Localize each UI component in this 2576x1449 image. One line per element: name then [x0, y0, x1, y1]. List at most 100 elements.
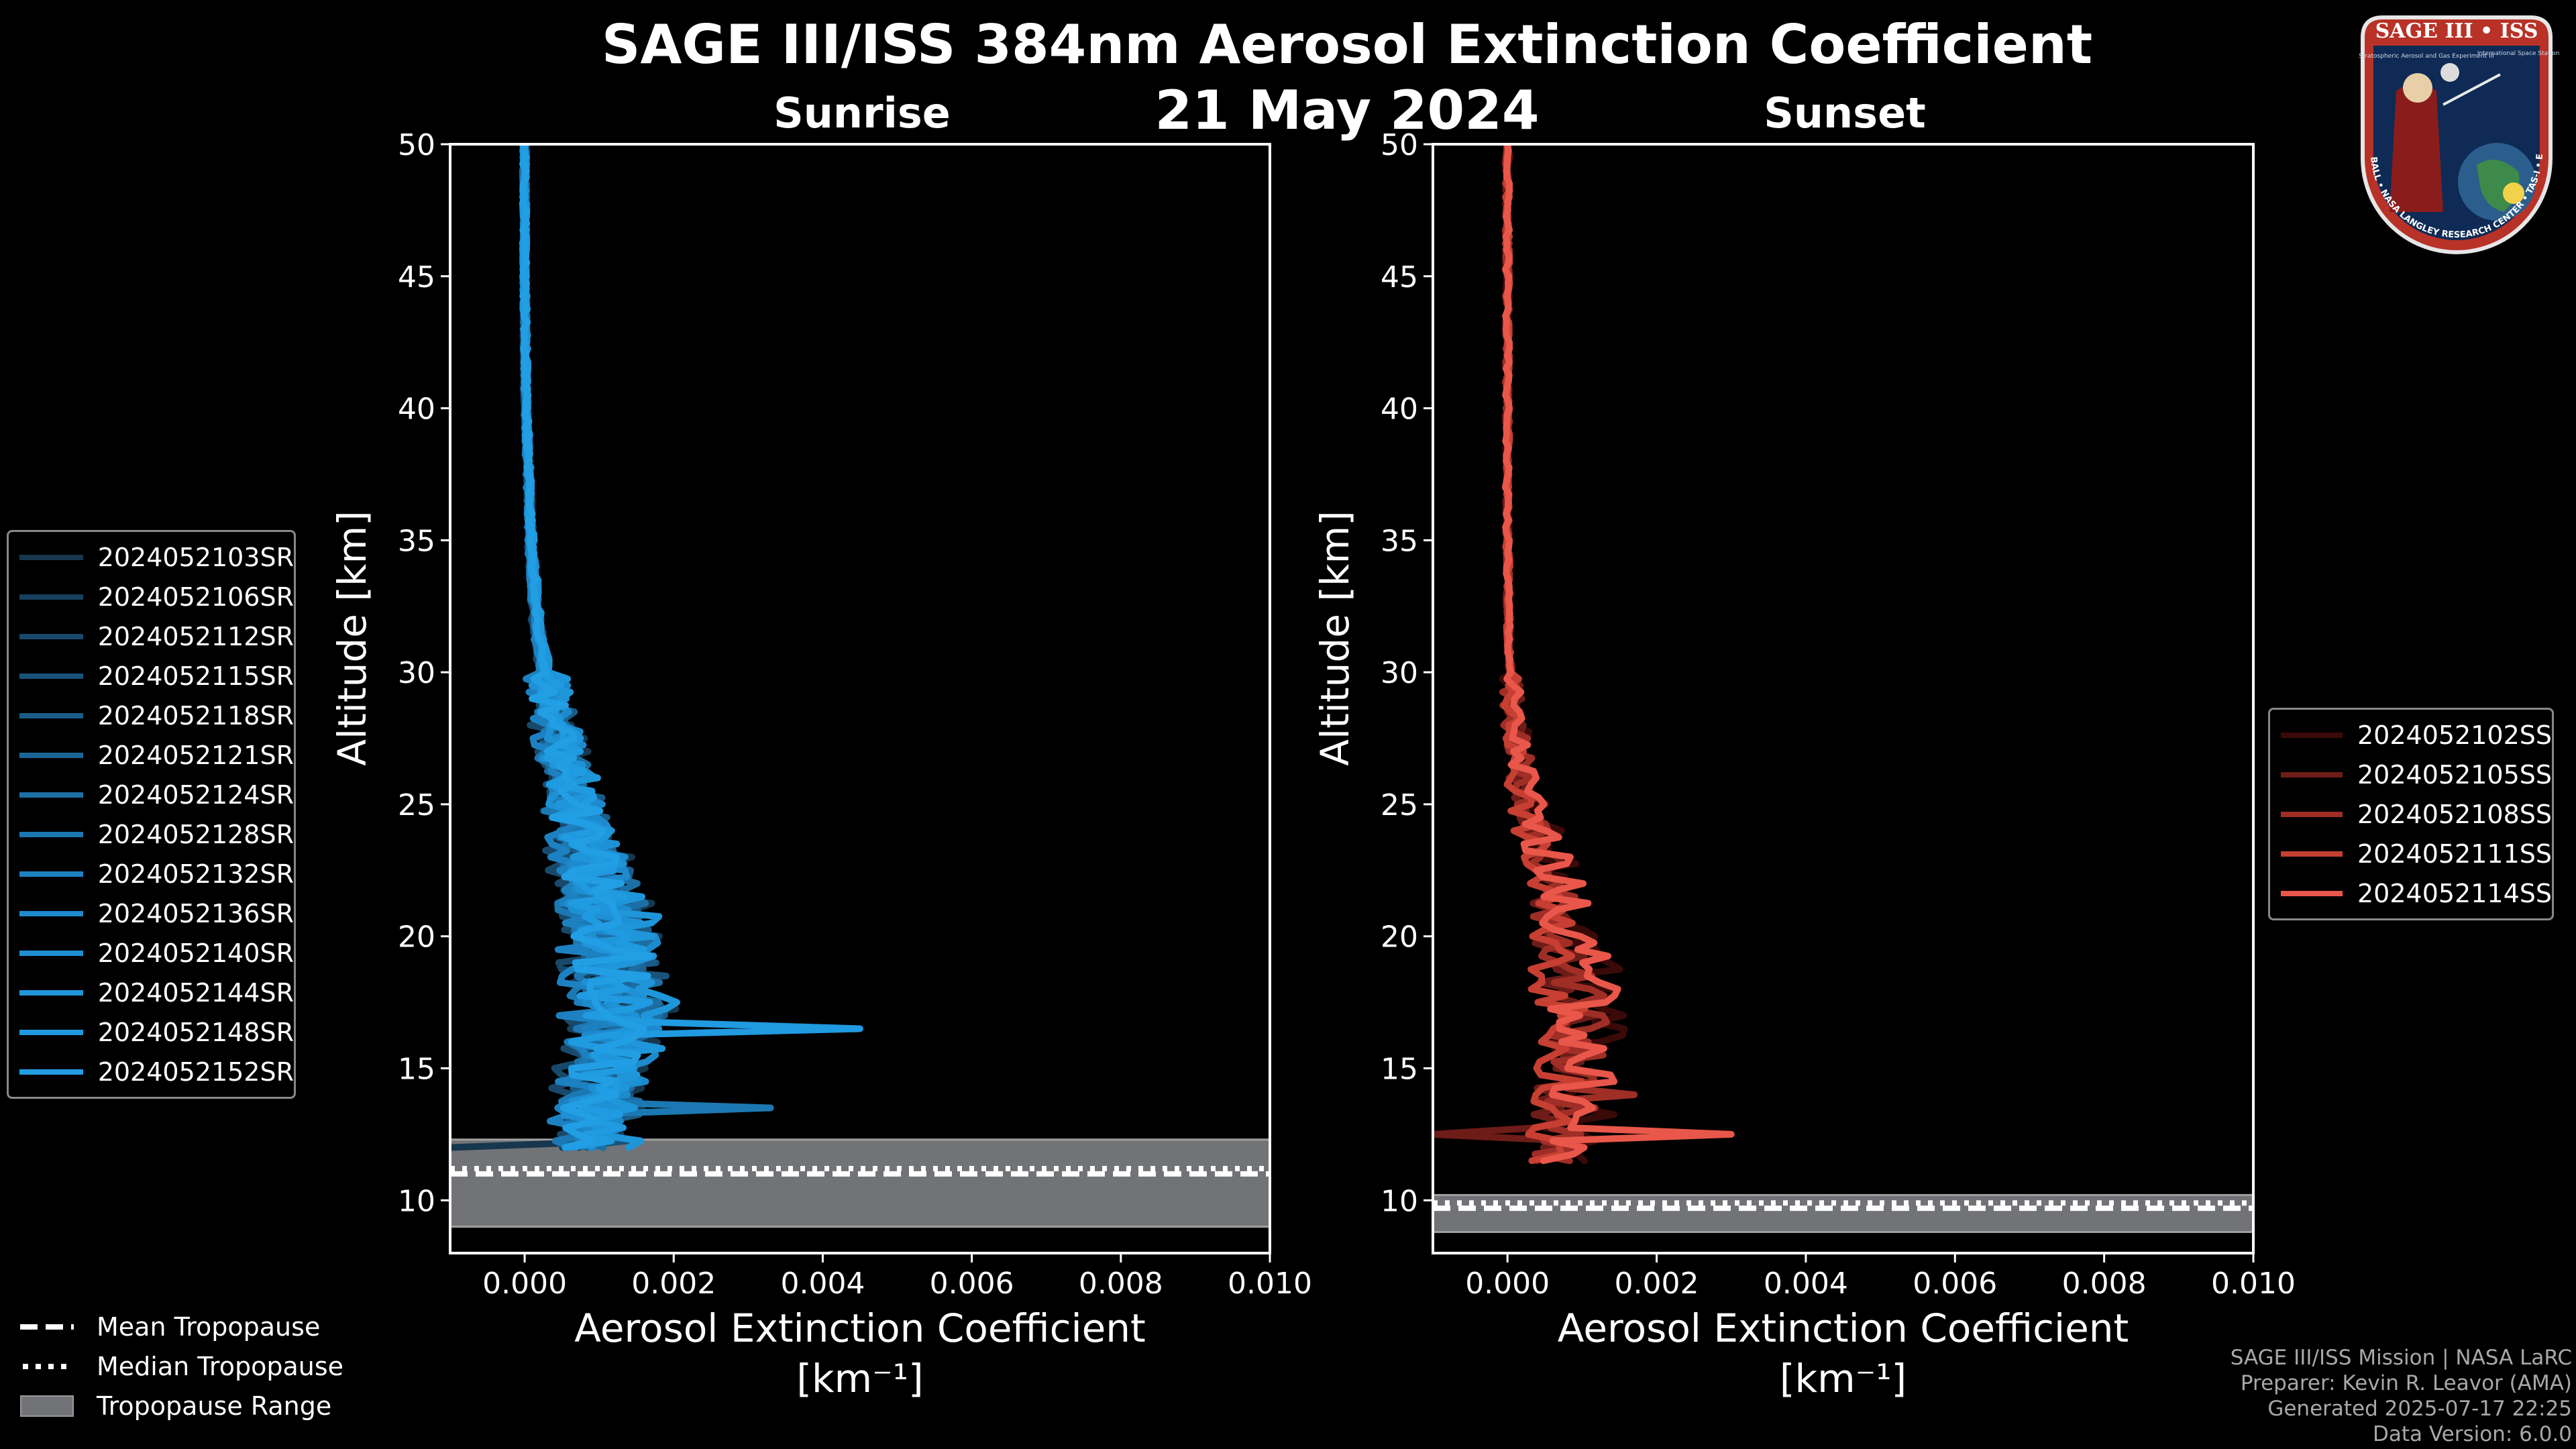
sunrise-axes-frame — [449, 143, 1271, 1254]
sunrise-xtick-label: 0.010 — [1228, 1267, 1312, 1301]
sunrise-legend-swatch — [19, 989, 83, 996]
sunrise-ytick-label: 50 — [398, 128, 435, 162]
sunrise-legend-item: 2024052106SR — [9, 577, 294, 616]
sunrise-legend-swatch — [19, 752, 83, 758]
sunrise-legend-item: 2024052124SR — [9, 775, 294, 814]
sunrise-legend-item: 2024052152SR — [9, 1052, 294, 1091]
logo-station: International Space Station — [2477, 50, 2560, 57]
sunset-ytick-label: 25 — [1381, 788, 1418, 822]
footer-generated: Generated 2025-07-17 22:25 — [2267, 1397, 2572, 1421]
sunset-ytick-label: 50 — [1381, 128, 1418, 162]
sunrise-legend: 2024052103SR 2024052106SR 2024052112SR 2024… — [7, 530, 296, 1099]
sunrise-legend-label: 2024052152SR — [97, 1057, 294, 1087]
sunset-legend-item: 2024052111SS — [2270, 834, 2552, 873]
sunset-legend-item: 2024052102SS — [2270, 715, 2552, 755]
sunrise-xtick-label: 0.006 — [930, 1267, 1014, 1301]
sunrise-legend-item: 2024052103SR — [9, 537, 294, 577]
sunrise-legend-label: 2024052148SR — [97, 1017, 294, 1047]
sunrise-legend-item: 2024052115SR — [9, 656, 294, 696]
footer-version: Data Version: 6.0.0 — [2372, 1422, 2572, 1446]
sunset-ytick-label: 45 — [1381, 260, 1418, 294]
sunrise-legend-label: 2024052121SR — [97, 740, 294, 770]
sunrise-panel-title: Sunrise — [773, 89, 951, 138]
sunset-legend-swatch — [2281, 732, 2343, 738]
sunrise-ytick-label: 10 — [398, 1184, 435, 1218]
sunset-legend-label: 2024052105SS — [2357, 759, 2552, 790]
sunset-ytick-label: 40 — [1381, 392, 1418, 427]
sunrise-xlabel-units: [km⁻¹] — [796, 1356, 923, 1401]
sunset-legend-swatch — [2281, 811, 2343, 817]
sunrise-legend-item: 2024052136SR — [9, 894, 294, 933]
sunrise-legend-label: 2024052112SR — [97, 621, 294, 651]
sunrise-ytick-label: 30 — [398, 656, 435, 690]
sunset-legend-swatch — [2281, 771, 2343, 777]
sunrise-legend-item: 2024052118SR — [9, 696, 294, 735]
sunset-profile-2024052114SS — [1502, 144, 1735, 1165]
sunset-legend-item: 2024052108SS — [2270, 794, 2552, 834]
sunrise-ytick-label: 20 — [398, 920, 435, 955]
tropopause-legend-range: Tropopause Range — [20, 1386, 343, 1426]
sunset-ytick-label: 35 — [1381, 524, 1418, 558]
sunrise-xtick-label: 0.002 — [631, 1267, 716, 1301]
sunset-ylabel: Altitude [km] — [1312, 511, 1358, 765]
tropopause-range-label: Tropopause Range — [97, 1391, 332, 1421]
sunrise-legend-swatch — [19, 1069, 83, 1075]
sunset-legend-swatch — [2281, 851, 2343, 857]
sunrise-xtick-label: 0.004 — [780, 1267, 865, 1301]
sunset-xtick-label: 0.002 — [1615, 1267, 1699, 1301]
sunset-legend-label: 2024052102SS — [2357, 720, 2552, 750]
sunrise-legend-label: 2024052124SR — [97, 780, 294, 810]
sunset-legend-label: 2024052108SS — [2357, 799, 2552, 829]
logo-title: SAGE III • ISS — [2375, 19, 2538, 43]
sunset-ytick-label: 20 — [1381, 920, 1418, 955]
sunrise-legend-label: 2024052103SR — [97, 542, 294, 572]
sunrise-ytick-label: 35 — [398, 524, 435, 558]
sunset-xtick-label: 0.006 — [1913, 1267, 1997, 1301]
tropopause-legend: Mean Tropopause Median Tropopause Tropop… — [20, 1307, 343, 1426]
footer-credits: SAGE III/ISS Mission | NASA LaRC Prepare… — [2231, 1345, 2572, 1447]
sunset-xtick-label: 0.008 — [2062, 1267, 2147, 1301]
sunrise-legend-swatch — [19, 950, 83, 956]
mean-tropopause-label: Mean Tropopause — [97, 1311, 321, 1342]
median-tropopause-label: Median Tropopause — [97, 1351, 343, 1381]
sunrise-xtick-label: 0.008 — [1079, 1267, 1163, 1301]
sunrise-legend-item: 2024052148SR — [9, 1012, 294, 1052]
sunset-xtick-label: 0.000 — [1465, 1267, 1550, 1301]
tropopause-legend-mean: Mean Tropopause — [20, 1307, 343, 1346]
sunset-xlabel: Aerosol Extinction Coefficient — [1558, 1305, 2129, 1351]
sunrise-legend-label: 2024052136SR — [97, 898, 294, 928]
sunset-ytick-label: 10 — [1381, 1184, 1418, 1218]
sunrise-legend-swatch — [19, 554, 83, 560]
sunset-legend: 2024052102SS 2024052105SS 2024052108SS 2024… — [2268, 708, 2554, 920]
sunset-legend-swatch — [2281, 890, 2343, 896]
sunset-xlabel-units: [km⁻¹] — [1780, 1356, 1907, 1401]
footer-preparer: Preparer: Kevin R. Leavor (AMA) — [2240, 1371, 2572, 1395]
sunrise-legend-label: 2024052128SR — [97, 819, 294, 849]
sage-iii-iss-logo: SAGE III • ISS Stratospheric Aerosol and… — [2343, 11, 2560, 254]
sunrise-panel: 10 15 20 25 30 35 40 45 50 0.000 0.002 0.004 0.006 0.… — [329, 128, 1312, 1401]
sunset-panel: 10 15 20 25 30 35 40 45 50 0.000 0.002 0.004 0.006 0.… — [1312, 128, 2296, 1401]
median-tropopause-swatch — [23, 1363, 74, 1369]
sunset-legend-label: 2024052114SS — [2357, 878, 2552, 908]
sunrise-legend-swatch — [19, 910, 83, 916]
sunrise-legend-item: 2024052144SR — [9, 973, 294, 1012]
sunrise-legend-item: 2024052128SR — [9, 814, 294, 854]
sunrise-ytick-label: 15 — [398, 1053, 435, 1087]
tropopause-range-swatch — [20, 1395, 74, 1417]
sunrise-legend-item: 2024052140SR — [9, 933, 294, 973]
sunrise-ytick-label: 40 — [398, 392, 435, 427]
sunset-legend-label: 2024052111SS — [2357, 839, 2552, 869]
sunrise-legend-swatch — [19, 831, 83, 837]
sunset-xtick-label: 0.010 — [2211, 1267, 2296, 1301]
sunrise-legend-swatch — [19, 1029, 83, 1035]
sunrise-profile-2024052152SR — [519, 144, 653, 1151]
footer-mission: SAGE III/ISS Mission | NASA LaRC — [2230, 1346, 2572, 1370]
sunset-legend-item: 2024052114SS — [2270, 873, 2552, 913]
sunrise-ytick-label: 25 — [398, 788, 435, 822]
sunrise-legend-label: 2024052106SR — [97, 582, 294, 612]
sunset-legend-item: 2024052105SS — [2270, 755, 2552, 794]
sunrise-legend-swatch — [19, 594, 83, 600]
sunrise-legend-item: 2024052112SR — [9, 616, 294, 656]
sunrise-legend-label: 2024052118SR — [97, 700, 294, 731]
